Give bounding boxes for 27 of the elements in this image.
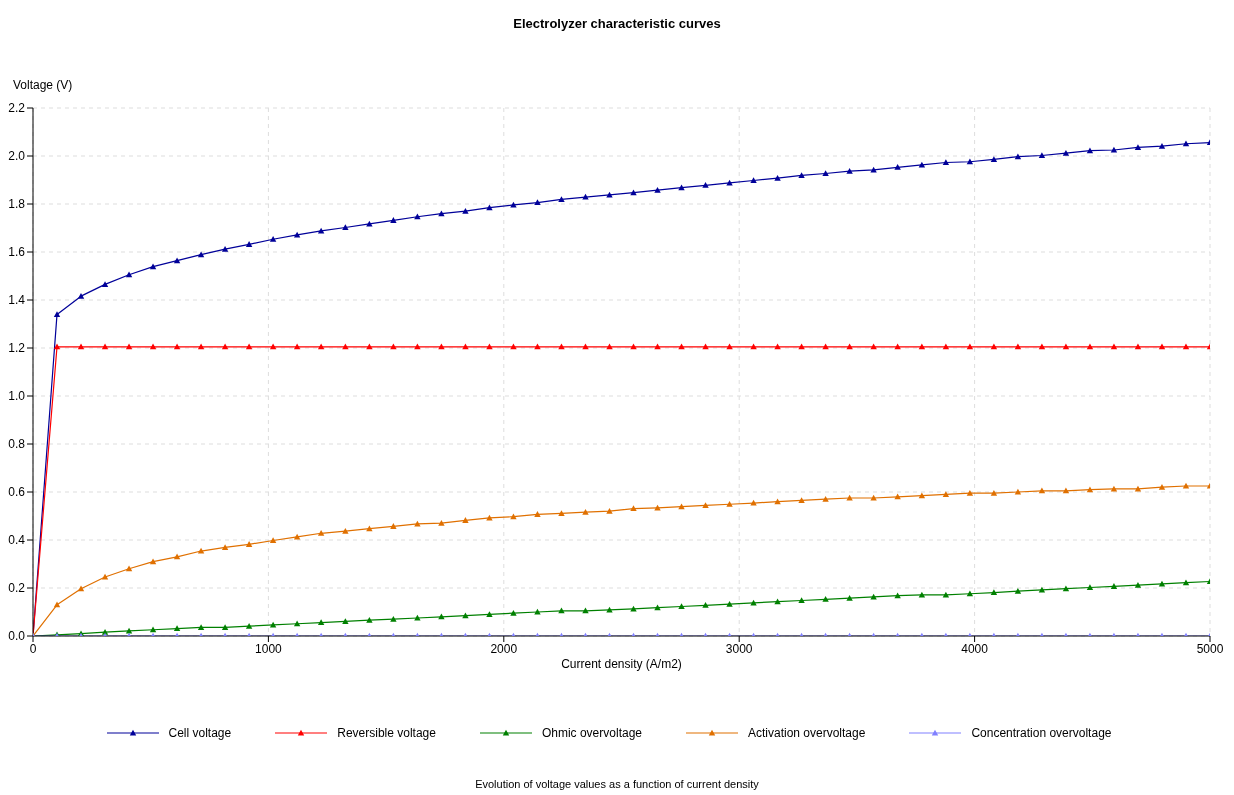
y-axis-title: Voltage (V) <box>13 78 73 92</box>
y-tick-label: 0.2 <box>8 581 26 596</box>
x-tick-label: 5000 <box>1196 641 1224 656</box>
legend-label: Concentration overvoltage <box>971 726 1112 740</box>
text: Evolution of voltage values as a function of current density <box>474 778 760 790</box>
y-tick-label: 0.8 <box>8 437 26 452</box>
y-tick-label: 0.4 <box>8 533 26 548</box>
y-tick-label: 2.2 <box>8 101 26 116</box>
y-tick-label: 1.0 <box>8 389 26 404</box>
y-tick-label: 1.4 <box>8 293 26 308</box>
chart-title: Electrolyzer characteristic curves <box>512 16 722 31</box>
y-tick-label: 1.2 <box>8 341 26 356</box>
legend-label: Cell voltage <box>168 726 232 740</box>
y-tick-label: 2.0 <box>8 149 26 164</box>
y-tick-label: 0.0 <box>8 629 26 644</box>
y-tick-label: 1.8 <box>8 197 26 212</box>
y-tick-label: 1.6 <box>8 245 26 260</box>
x-tick-label: 2000 <box>490 641 518 656</box>
y-tick-label: 0.6 <box>8 485 26 500</box>
legend-label: Ohmic overvoltage <box>541 726 642 740</box>
x-tick-label: 0 <box>29 641 37 656</box>
x-tick-label: 3000 <box>725 641 753 656</box>
legend-label: Reversible voltage <box>337 726 436 740</box>
legend-label: Activation overvoltage <box>747 726 866 740</box>
x-tick-label: 1000 <box>255 641 283 656</box>
x-axis-title: Current density (A/m2) <box>561 657 682 671</box>
x-tick-label: 4000 <box>961 641 989 656</box>
